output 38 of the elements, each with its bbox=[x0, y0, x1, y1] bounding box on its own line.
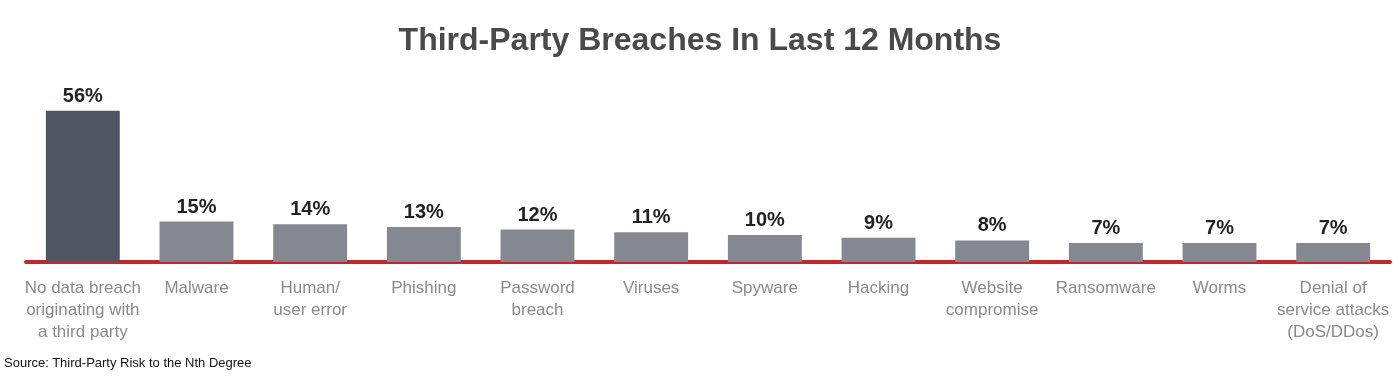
data-label: 56% bbox=[62, 83, 104, 106]
x-tick-label: Malware bbox=[164, 277, 229, 297]
bar bbox=[841, 237, 916, 262]
data-label: 8% bbox=[977, 213, 1007, 236]
data-label: 9% bbox=[864, 210, 894, 233]
bar bbox=[614, 232, 689, 262]
chart-title: Third-Party Breaches In Last 12 Months bbox=[398, 21, 1002, 57]
x-tick-label: No data breach originating with a third party bbox=[24, 277, 141, 341]
data-label: 15% bbox=[176, 194, 217, 217]
bar bbox=[386, 226, 461, 262]
x-tick-label: Password breach bbox=[500, 277, 575, 319]
data-label: 14% bbox=[290, 197, 331, 220]
bar bbox=[273, 224, 348, 262]
bar bbox=[159, 221, 234, 262]
data-label: 7% bbox=[1318, 216, 1348, 239]
x-tick-label: Ransomware bbox=[1055, 277, 1156, 297]
x-tick-label: Human/ user error bbox=[273, 277, 348, 319]
data-label: 7% bbox=[1205, 216, 1235, 239]
x-tick-label: Website compromise bbox=[945, 277, 1039, 319]
x-tick-label: Spyware bbox=[731, 277, 798, 297]
x-tick-label: Viruses bbox=[622, 277, 680, 297]
x-tick-label: Phishing bbox=[391, 277, 457, 297]
bar bbox=[955, 240, 1030, 262]
bar bbox=[45, 110, 120, 262]
bar bbox=[1296, 243, 1371, 262]
x-tick-label: Worms bbox=[1192, 277, 1247, 297]
data-label: 12% bbox=[517, 202, 558, 225]
bar bbox=[1182, 243, 1257, 262]
data-label: 11% bbox=[631, 205, 671, 228]
x-tick-label: Hacking bbox=[847, 277, 910, 297]
bar bbox=[1068, 243, 1143, 262]
data-label: 10% bbox=[744, 208, 786, 230]
bar bbox=[500, 229, 575, 262]
bar bbox=[727, 235, 802, 262]
data-label: 7% bbox=[1091, 216, 1121, 239]
data-label: 13% bbox=[403, 199, 445, 222]
x-tick-label: Denial of service attacks (DoS/DDos) bbox=[1276, 277, 1390, 341]
source-note: Source: Third-Party Risk to the Nth Degree bbox=[4, 355, 252, 370]
